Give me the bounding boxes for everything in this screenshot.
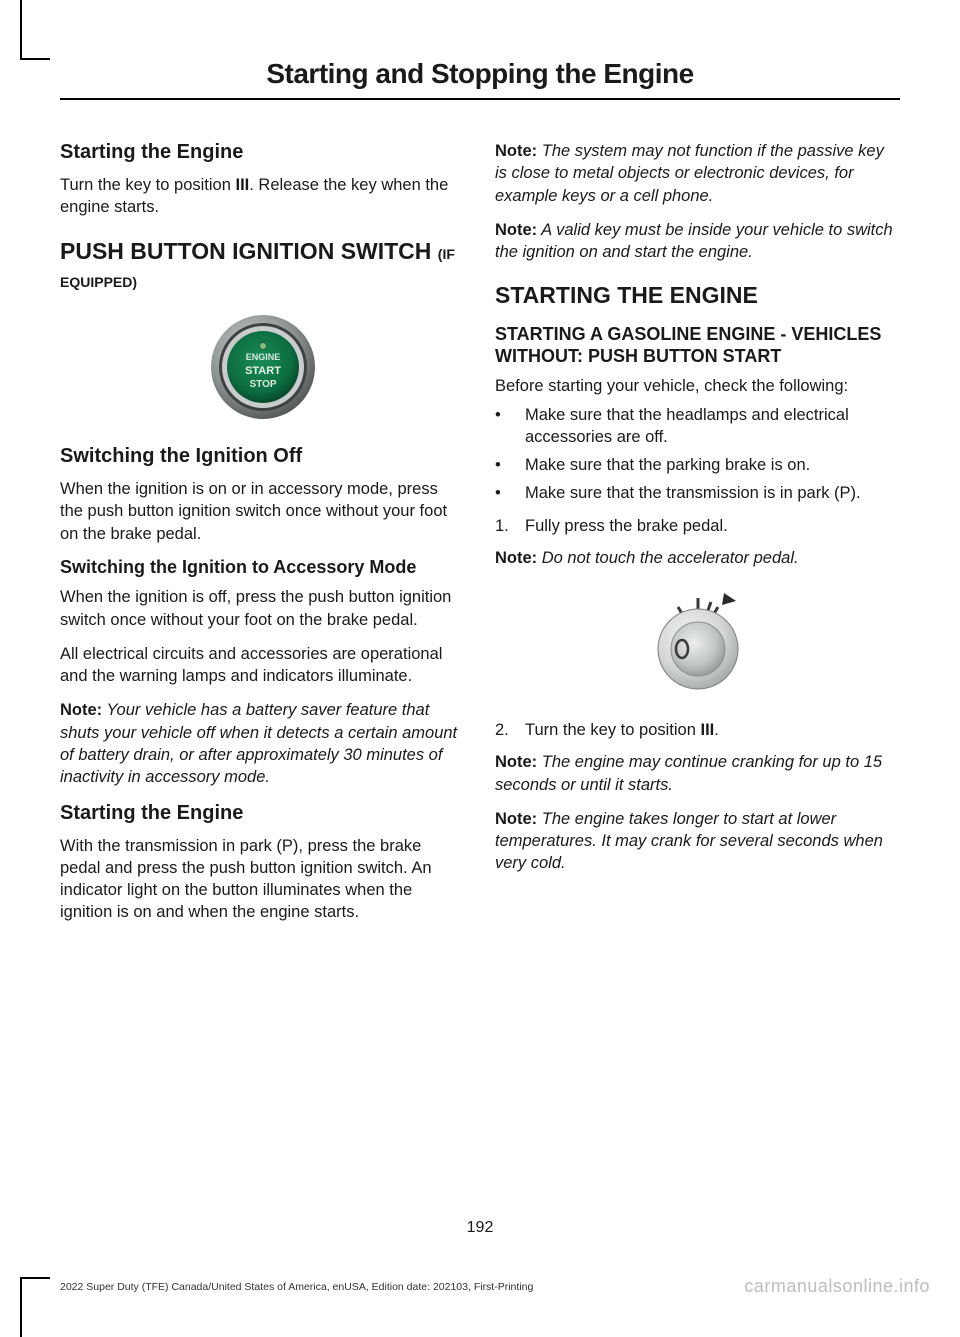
- step-number: 2.: [495, 719, 525, 741]
- bullet-marker: •: [495, 454, 525, 476]
- list-text: Make sure that the headlamps and electri…: [525, 404, 900, 449]
- svg-text:STOP: STOP: [249, 379, 276, 390]
- note-text: The engine takes longer to start at lowe…: [495, 810, 883, 873]
- bullet-marker: •: [495, 404, 525, 449]
- note-accelerator: Note: Do not touch the accelerator pedal…: [495, 547, 900, 569]
- step-text: Turn the key to position III.: [525, 719, 719, 741]
- text-bold: III: [700, 721, 714, 739]
- para-starting2: With the transmission in park (P), press…: [60, 835, 465, 924]
- note-text: Do not touch the accelerator pedal.: [537, 549, 798, 567]
- note-battery-saver: Note: Your vehicle has a battery saver f…: [60, 699, 465, 788]
- note-text: The engine may continue cranking for up …: [495, 753, 882, 793]
- para-switching-off: When the ignition is on or in accessory …: [60, 478, 465, 545]
- page-header: Starting and Stopping the Engine: [60, 0, 900, 100]
- list-text: Make sure that the transmission is in pa…: [525, 482, 861, 504]
- steps-list-2: 2. Turn the key to position III.: [495, 719, 900, 741]
- text: .: [714, 721, 719, 739]
- text: PUSH BUTTON IGNITION SWITCH: [60, 238, 438, 264]
- ignition-key-image: [495, 587, 900, 697]
- footer-edition: 2022 Super Duty (TFE) Canada/United Stat…: [60, 1281, 533, 1293]
- note-text: A valid key must be inside your vehicle …: [495, 221, 893, 261]
- bullet-marker: •: [495, 482, 525, 504]
- list-text: Make sure that the parking brake is on.: [525, 454, 810, 476]
- note-cranking: Note: The engine may continue cranking f…: [495, 751, 900, 796]
- page-number: 192: [0, 1219, 960, 1237]
- heading-starting-engine: Starting the Engine: [60, 140, 465, 164]
- left-column: Starting the Engine Turn the key to posi…: [60, 140, 465, 936]
- crop-mark-top: [20, 0, 50, 60]
- note-metal-objects: Note: The system may not function if the…: [495, 140, 900, 207]
- para-accessory2: All electrical circuits and accessories …: [60, 643, 465, 688]
- note-label: Note:: [60, 701, 102, 719]
- heading-switching-off: Switching the Ignition Off: [60, 444, 465, 468]
- list-item: •Make sure that the transmission is in p…: [495, 482, 900, 504]
- steps-list: 1.Fully press the brake pedal.: [495, 515, 900, 537]
- note-text: Your vehicle has a battery saver feature…: [60, 701, 457, 786]
- crop-mark-bottom: [20, 1277, 50, 1337]
- note-label: Note:: [495, 549, 537, 567]
- heading-accessory-mode: Switching the Ignition to Accessory Mode: [60, 557, 465, 579]
- note-cold: Note: The engine takes longer to start a…: [495, 808, 900, 875]
- svg-text:ENGINE: ENGINE: [245, 352, 280, 362]
- note-label: Note:: [495, 810, 537, 828]
- note-valid-key: Note: A valid key must be inside your ve…: [495, 219, 900, 264]
- text: Turn the key to position: [525, 721, 700, 739]
- content-columns: Starting the Engine Turn the key to posi…: [0, 140, 960, 936]
- text: Turn the key to position: [60, 176, 235, 194]
- footer-watermark: carmanualsonline.info: [744, 1276, 930, 1297]
- ignition-key-svg: [638, 587, 758, 697]
- list-item: 2. Turn the key to position III.: [495, 719, 900, 741]
- heading-gasoline: STARTING A GASOLINE ENGINE - VEHICLES WI…: [495, 324, 900, 367]
- right-column: Note: The system may not function if the…: [495, 140, 900, 936]
- list-item: 1.Fully press the brake pedal.: [495, 515, 900, 537]
- heading-starting-engine-big: STARTING THE ENGINE: [495, 281, 900, 310]
- note-label: Note:: [495, 142, 537, 160]
- list-item: •Make sure that the headlamps and electr…: [495, 404, 900, 449]
- step-number: 1.: [495, 515, 525, 537]
- step-text: Fully press the brake pedal.: [525, 515, 728, 537]
- page-title: Starting and Stopping the Engine: [60, 58, 900, 90]
- engine-button-svg: ENGINE START STOP: [208, 312, 318, 422]
- heading-pushbutton: PUSH BUTTON IGNITION SWITCH (IF EQUIPPED…: [60, 237, 465, 295]
- heading-starting-engine-2: Starting the Engine: [60, 801, 465, 825]
- para-turn-key: Turn the key to position III. Release th…: [60, 174, 465, 219]
- engine-button-image: ENGINE START STOP: [60, 312, 465, 422]
- text-bold: III: [235, 176, 249, 194]
- svg-text:START: START: [245, 365, 281, 377]
- note-label: Note:: [495, 221, 537, 239]
- para-accessory1: When the ignition is off, press the push…: [60, 586, 465, 631]
- list-item: •Make sure that the parking brake is on.: [495, 454, 900, 476]
- checklist: •Make sure that the headlamps and electr…: [495, 404, 900, 505]
- para-before: Before starting your vehicle, check the …: [495, 375, 900, 397]
- note-text: The system may not function if the passi…: [495, 142, 884, 205]
- note-label: Note:: [495, 753, 537, 771]
